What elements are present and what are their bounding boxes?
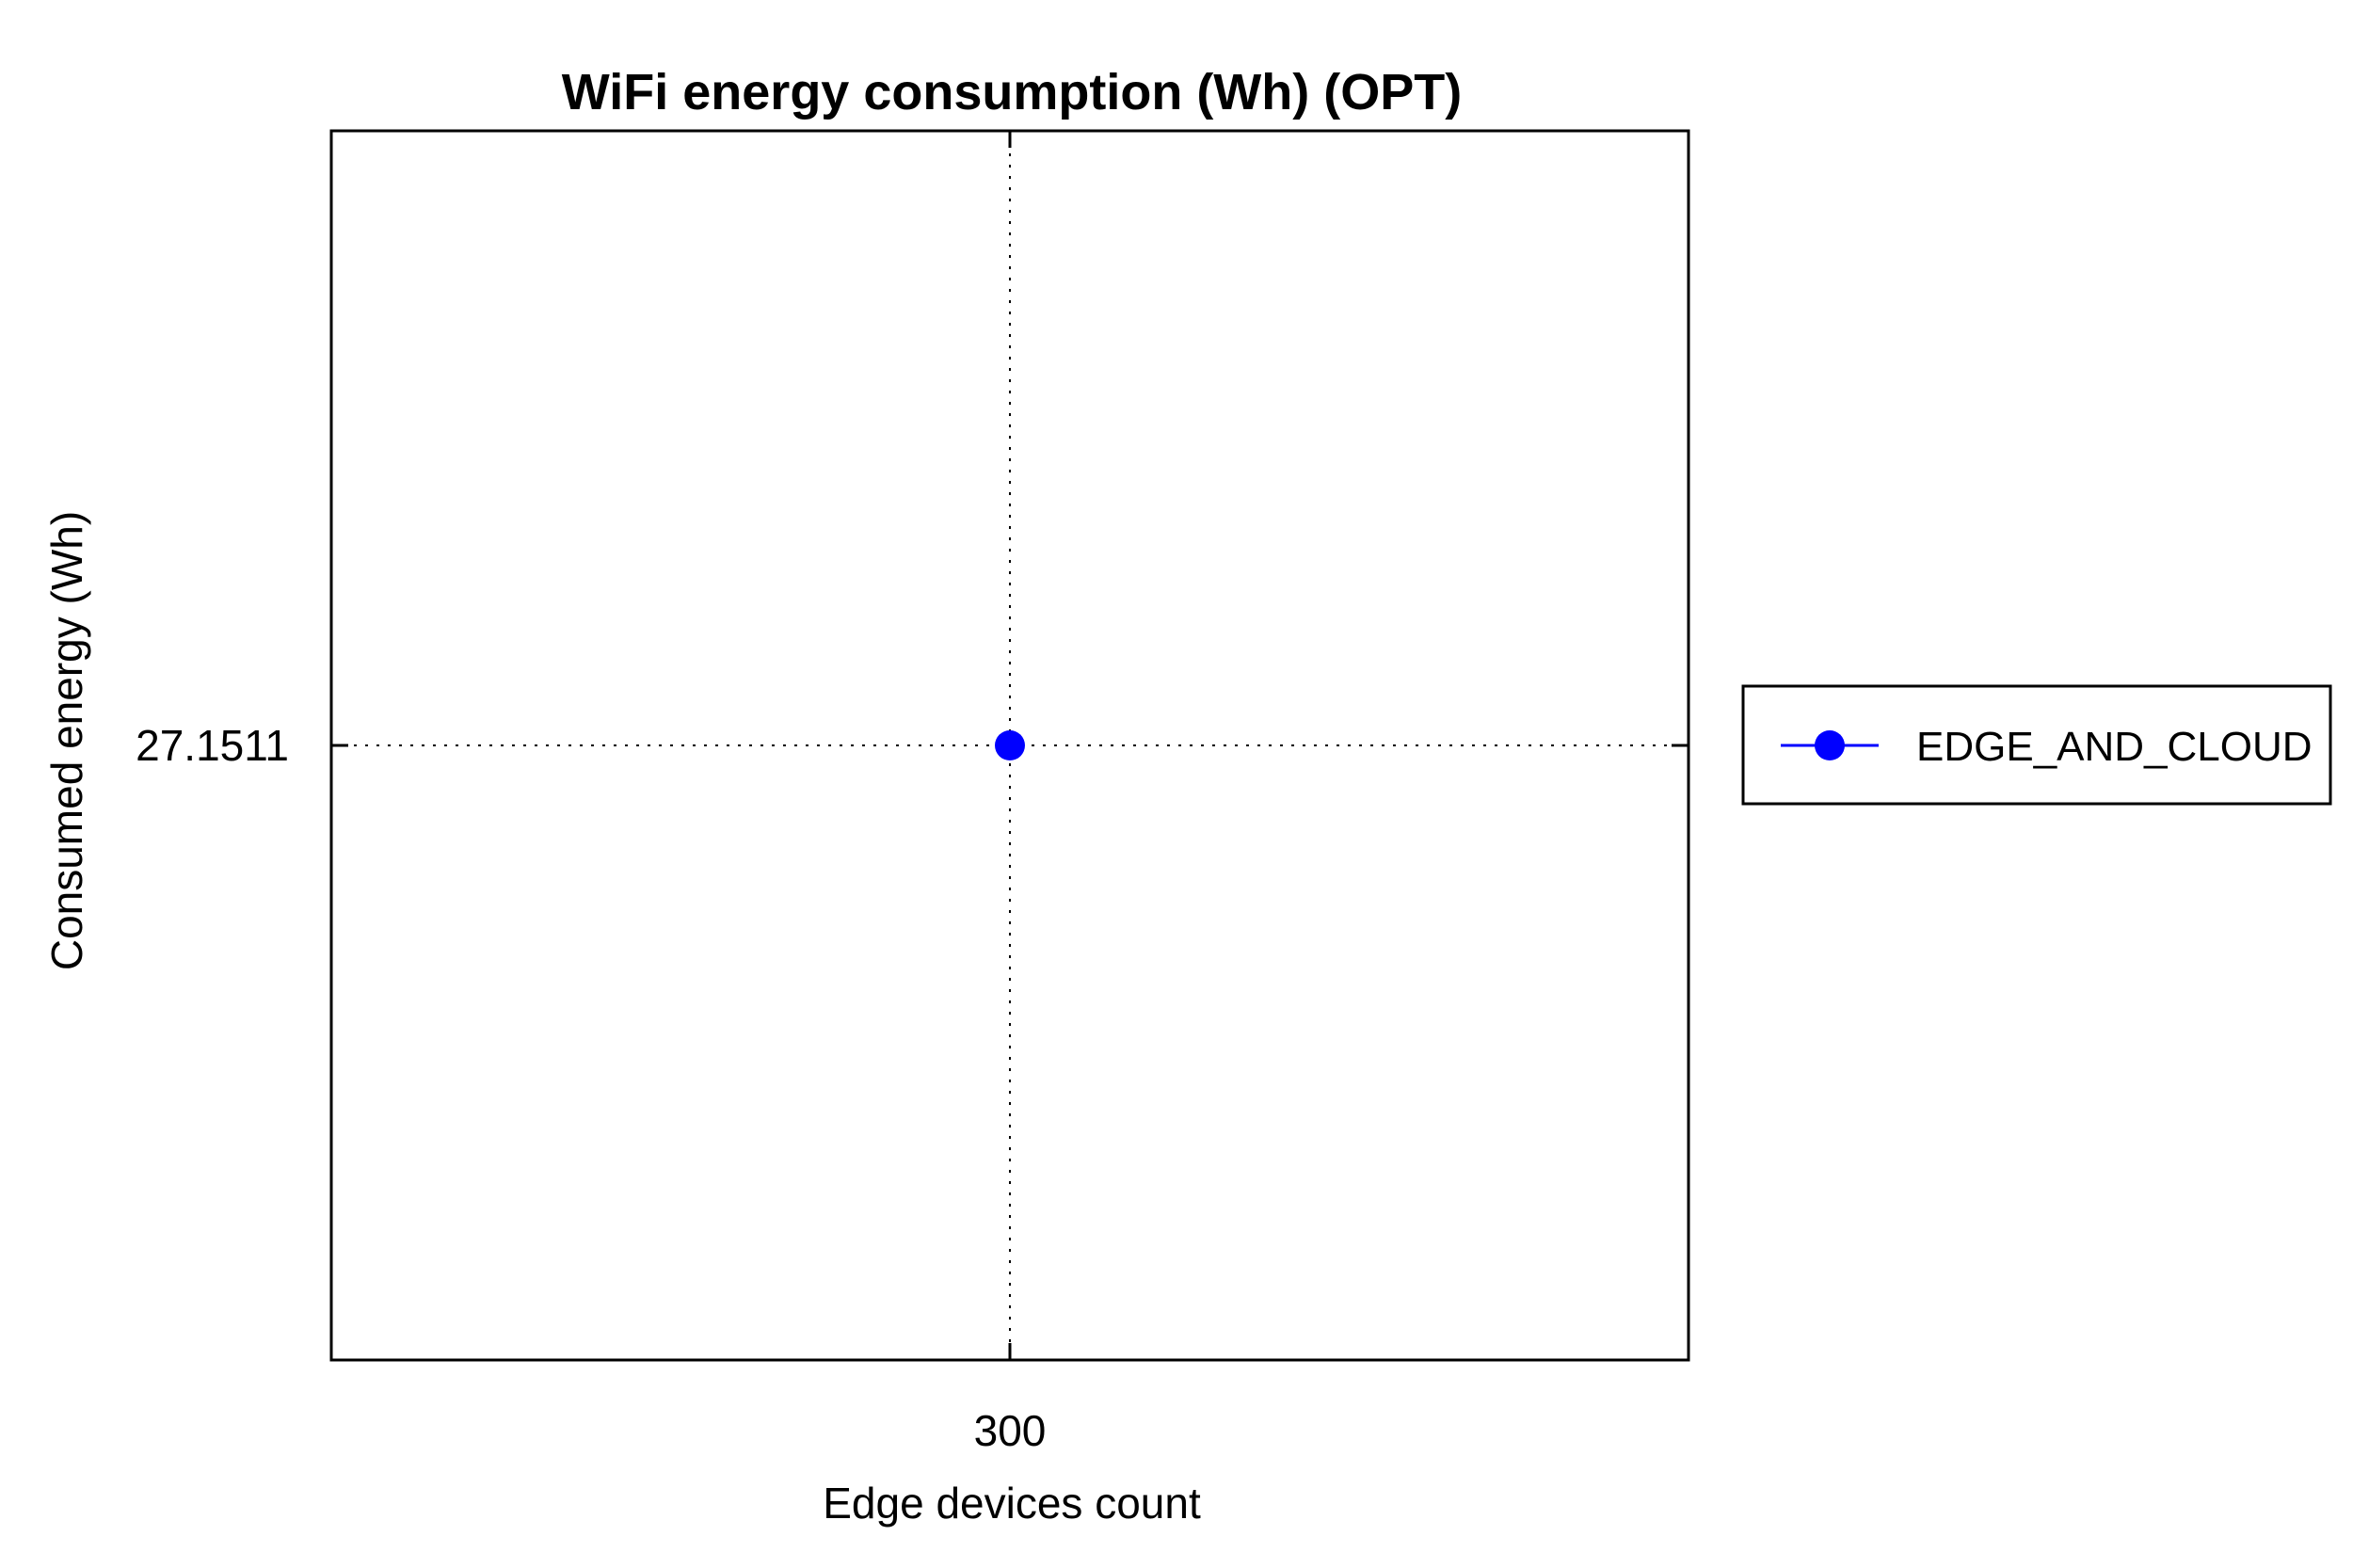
series-layer <box>995 730 1025 760</box>
tick-layer: 300 27.1511 <box>136 131 1689 1455</box>
legend-entries: EDGE_AND_CLOUD <box>1781 724 2313 770</box>
y-tick-label: 27.1511 <box>136 721 289 770</box>
legend: EDGE_AND_CLOUD <box>1741 684 2332 806</box>
legend-marker <box>1815 730 1845 760</box>
y-axis-label: Consumed energy (Wh) <box>42 511 91 970</box>
x-axis-label: Edge devices count <box>823 1479 1201 1528</box>
chart-title: WiFi energy consumption (Wh) (OPT) <box>562 64 1462 120</box>
data-point <box>995 730 1025 760</box>
x-tick-label: 300 <box>974 1406 1047 1455</box>
legend-entry-label: EDGE_AND_CLOUD <box>1916 724 2313 770</box>
